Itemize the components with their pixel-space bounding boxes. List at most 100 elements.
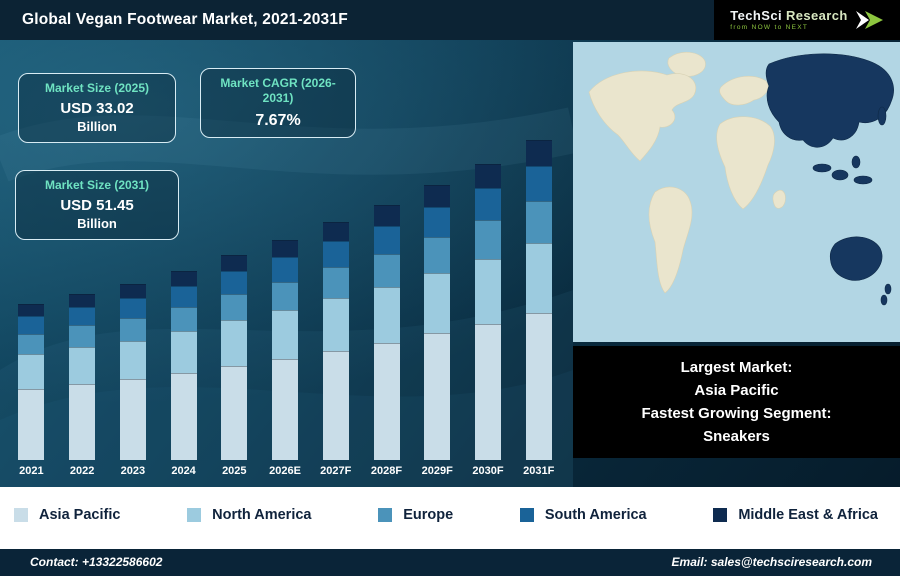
island-borneo xyxy=(831,169,849,181)
legend-label: Europe xyxy=(403,507,454,523)
continent-europe xyxy=(719,75,769,106)
map-highlighted-asia-pacific xyxy=(765,53,894,306)
header-bar: Global Vegan Footwear Market, 2021-2031F… xyxy=(0,0,900,40)
bar-year-label: 2027F xyxy=(320,465,352,477)
bar-segment-south-america xyxy=(119,298,146,318)
bar-segment-north-america xyxy=(170,331,197,373)
legend-swatch-north-america xyxy=(187,508,202,522)
bar-stack xyxy=(221,254,248,460)
bar-segment-middle-east-africa xyxy=(373,205,400,226)
card-unit: Billion xyxy=(77,119,117,134)
logo-tagline: from NOW to NEXT xyxy=(730,24,809,31)
stacked-bar-chart: 2021 2022 2023 2024 2025 2026E 2027F 2028F 2029F… xyxy=(6,140,564,477)
bar-segment-north-america xyxy=(474,258,501,324)
bar-segment-europe xyxy=(525,200,552,243)
bar-column: 2024 xyxy=(158,271,209,477)
bar-stack xyxy=(474,164,501,460)
bar-segment-asia-pacific xyxy=(424,333,451,460)
bar-stack xyxy=(322,221,349,460)
bar-segment-south-america xyxy=(373,225,400,254)
bar-segment-south-america xyxy=(525,165,552,201)
bar-column: 2029F xyxy=(412,184,463,477)
logo-text: TechSci Research from NOW to NEXT xyxy=(730,9,847,31)
bar-segment-north-america xyxy=(69,346,96,384)
bar-segment-europe xyxy=(170,306,197,332)
bar-segment-south-america xyxy=(69,307,96,326)
island-new-zealand-south xyxy=(880,294,888,306)
chart-legend: Asia Pacific North America Europe South … xyxy=(0,487,900,543)
legend-swatch-europe xyxy=(378,508,393,522)
bar-segment-north-america xyxy=(322,298,349,351)
legend-item-north-america: North America xyxy=(187,507,312,523)
footer-email: Email: sales@techsciresearch.com xyxy=(671,555,872,569)
bar-segment-asia-pacific xyxy=(525,312,552,460)
bar-year-label: 2025 xyxy=(222,465,247,477)
bar-year-label: 2028F xyxy=(370,465,403,477)
legend-label: Middle East & Africa xyxy=(738,507,878,523)
highlight-line: Sneakers xyxy=(703,428,770,445)
region-australia xyxy=(829,236,883,281)
bar-stack xyxy=(18,304,45,460)
island-papua xyxy=(853,175,873,185)
bar-year-label: 2029F xyxy=(421,465,453,477)
world-map-svg xyxy=(573,42,900,342)
bar-segment-south-america xyxy=(170,286,197,307)
bar-year-label: 2026E xyxy=(269,465,301,477)
continent-greenland xyxy=(667,52,706,77)
bar-segment-asia-pacific xyxy=(119,379,146,460)
logo-arrow-icon xyxy=(855,11,883,29)
bar-year-label: 2024 xyxy=(171,465,196,477)
bar-segment-north-america xyxy=(221,320,248,366)
market-highlights-box: Largest Market: Asia Pacific Fastest Gro… xyxy=(573,346,900,458)
bar-segment-middle-east-africa xyxy=(272,240,299,258)
continent-north-america xyxy=(588,70,696,162)
techsci-logo: TechSci Research from NOW to NEXT xyxy=(714,0,900,40)
chart-canvas: Market Size (2025) USD 33.02 Billion Mar… xyxy=(0,40,900,487)
bar-segment-middle-east-africa xyxy=(424,184,451,207)
world-map xyxy=(573,42,900,342)
bar-segment-asia-pacific xyxy=(474,323,501,460)
card-title: Market CAGR (2026-2031) xyxy=(220,76,336,105)
island-sumatra xyxy=(812,163,832,173)
logo-name: TechSci Research xyxy=(730,9,847,22)
bar-year-label: 2022 xyxy=(69,465,95,477)
highlight-line: Fastest Growing Segment: xyxy=(641,405,832,422)
bar-column: 2023 xyxy=(107,284,158,477)
bar-stack xyxy=(373,205,400,460)
page-title: Global Vegan Footwear Market, 2021-2031F xyxy=(22,11,348,28)
bar-year-label: 2021 xyxy=(19,465,44,477)
bar-segment-middle-east-africa xyxy=(525,140,552,166)
bar-stack xyxy=(272,240,299,460)
continent-south-america xyxy=(648,186,693,294)
bars: 2021 2022 2023 2024 2025 2026E 2027F 2028F 2029F… xyxy=(6,140,564,477)
island-japan xyxy=(877,106,887,126)
legend-item-europe: Europe xyxy=(378,507,453,523)
bar-segment-middle-east-africa xyxy=(18,304,45,317)
highlight-line: Largest Market: xyxy=(680,359,793,376)
footer-bar: Contact: +13322586602 Email: sales@techs… xyxy=(0,549,900,576)
bar-column: 2031F xyxy=(513,140,564,477)
bar-column: 2026E xyxy=(260,240,311,477)
legend-label: Asia Pacific xyxy=(39,507,121,523)
bar-segment-middle-east-africa xyxy=(322,221,349,242)
logo-name-primary: TechSci xyxy=(730,8,782,23)
card-title: Market Size (2031) xyxy=(44,178,150,192)
bar-segment-north-america xyxy=(119,340,146,380)
bar-column: 2028F xyxy=(361,205,412,477)
logo-name-secondary: Research xyxy=(785,8,848,23)
continent-africa xyxy=(716,116,775,210)
bar-segment-north-america xyxy=(373,286,400,343)
bar-segment-asia-pacific xyxy=(221,365,248,460)
legend-swatch-asia-pacific xyxy=(14,508,28,522)
bar-segment-asia-pacific xyxy=(272,358,299,460)
bar-segment-asia-pacific xyxy=(69,383,96,460)
bar-segment-asia-pacific xyxy=(322,350,349,460)
bar-segment-north-america xyxy=(424,272,451,334)
bar-segment-asia-pacific xyxy=(18,388,45,460)
bar-column: 2022 xyxy=(57,294,108,477)
bar-segment-asia-pacific xyxy=(373,342,400,460)
card-title: Market Size (2025) xyxy=(44,81,150,95)
bar-segment-europe xyxy=(322,267,349,299)
bar-year-label: 2023 xyxy=(120,465,146,477)
